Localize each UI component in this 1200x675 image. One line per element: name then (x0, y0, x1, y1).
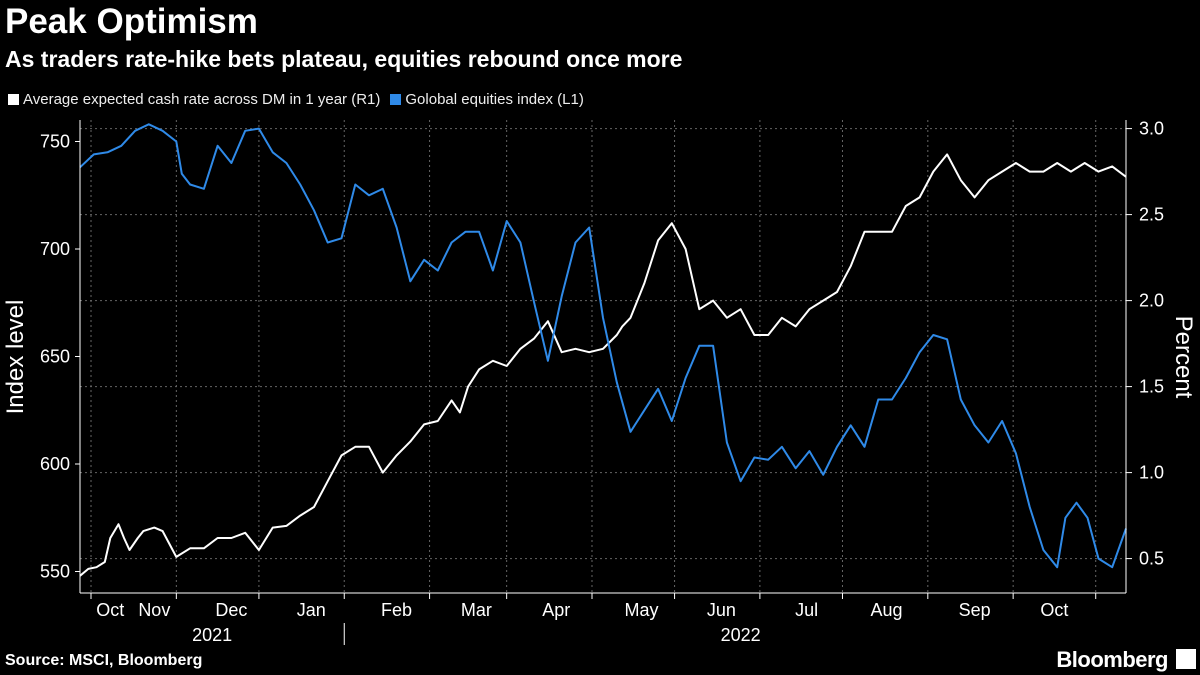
legend-label-equities: Golobal equities index (L1) (405, 91, 584, 108)
legend-label-cash-rate: Average expected cash rate across DM in … (23, 91, 381, 108)
tick-label-month: Dec (215, 600, 247, 620)
tick-label-month: May (625, 600, 659, 620)
left-axis-title: Index level (2, 300, 29, 415)
series-line-equities (79, 123, 1127, 569)
year-label-2022: 2022 (721, 625, 761, 645)
tick-label-right: 2.0 (1139, 291, 1164, 311)
bloomberg-terminal-icon (1176, 649, 1196, 669)
tick-label-month: Oct (1040, 600, 1068, 620)
tick-label-month: Apr (542, 600, 570, 620)
chart-subtitle: As traders rate-hike bets plateau, equit… (5, 46, 683, 72)
series-layer (79, 123, 1127, 577)
chart-title: Peak Optimism (5, 2, 258, 41)
legend-swatch-equities (390, 94, 402, 105)
grid-layer (80, 120, 1126, 593)
tick-label-right: 1.0 (1139, 463, 1164, 483)
tick-label-month: Nov (138, 600, 170, 620)
tick-label-right: 0.5 (1139, 549, 1164, 569)
tick-label-left: 650 (40, 347, 70, 367)
tick-label-left: 600 (40, 454, 70, 474)
tick-label-month: Jan (297, 600, 326, 620)
tick-label-left: 750 (40, 132, 70, 152)
bloomberg-logo: Bloomberg (1056, 647, 1168, 672)
tick-label-month: Oct (96, 600, 124, 620)
right-axis-title: Percent (1170, 316, 1197, 399)
tick-label-left: 700 (40, 239, 70, 259)
source-note: Source: MSCI, Bloomberg (5, 652, 203, 669)
legend-item-cash-rate: Average expected cash rate across DM in … (8, 91, 380, 108)
legend-swatch-cash-rate (8, 94, 19, 105)
tick-label-month: Mar (461, 600, 492, 620)
tick-label-right: 3.0 (1139, 119, 1164, 139)
legend: Average expected cash rate across DM in … (8, 91, 594, 108)
series-line-cash-rate (79, 153, 1127, 577)
tick-label-right: 1.5 (1139, 377, 1164, 397)
tick-label-month: Feb (381, 600, 412, 620)
tick-label-month: Jun (707, 600, 736, 620)
axis-layer: 0.5 1.0 1.5 2.0 2.5 3.0 550 600 650 700 750 Oct Nov D… (40, 119, 1164, 645)
tick-label-month: Jul (795, 600, 818, 620)
legend-item-equities: Golobal equities index (L1) (390, 91, 584, 108)
tick-label-right: 2.5 (1139, 205, 1164, 225)
year-label-2021: 2021 (192, 625, 232, 645)
tick-label-left: 550 (40, 562, 70, 582)
tick-label-month: Sep (959, 600, 991, 620)
tick-label-month: Aug (871, 600, 903, 620)
